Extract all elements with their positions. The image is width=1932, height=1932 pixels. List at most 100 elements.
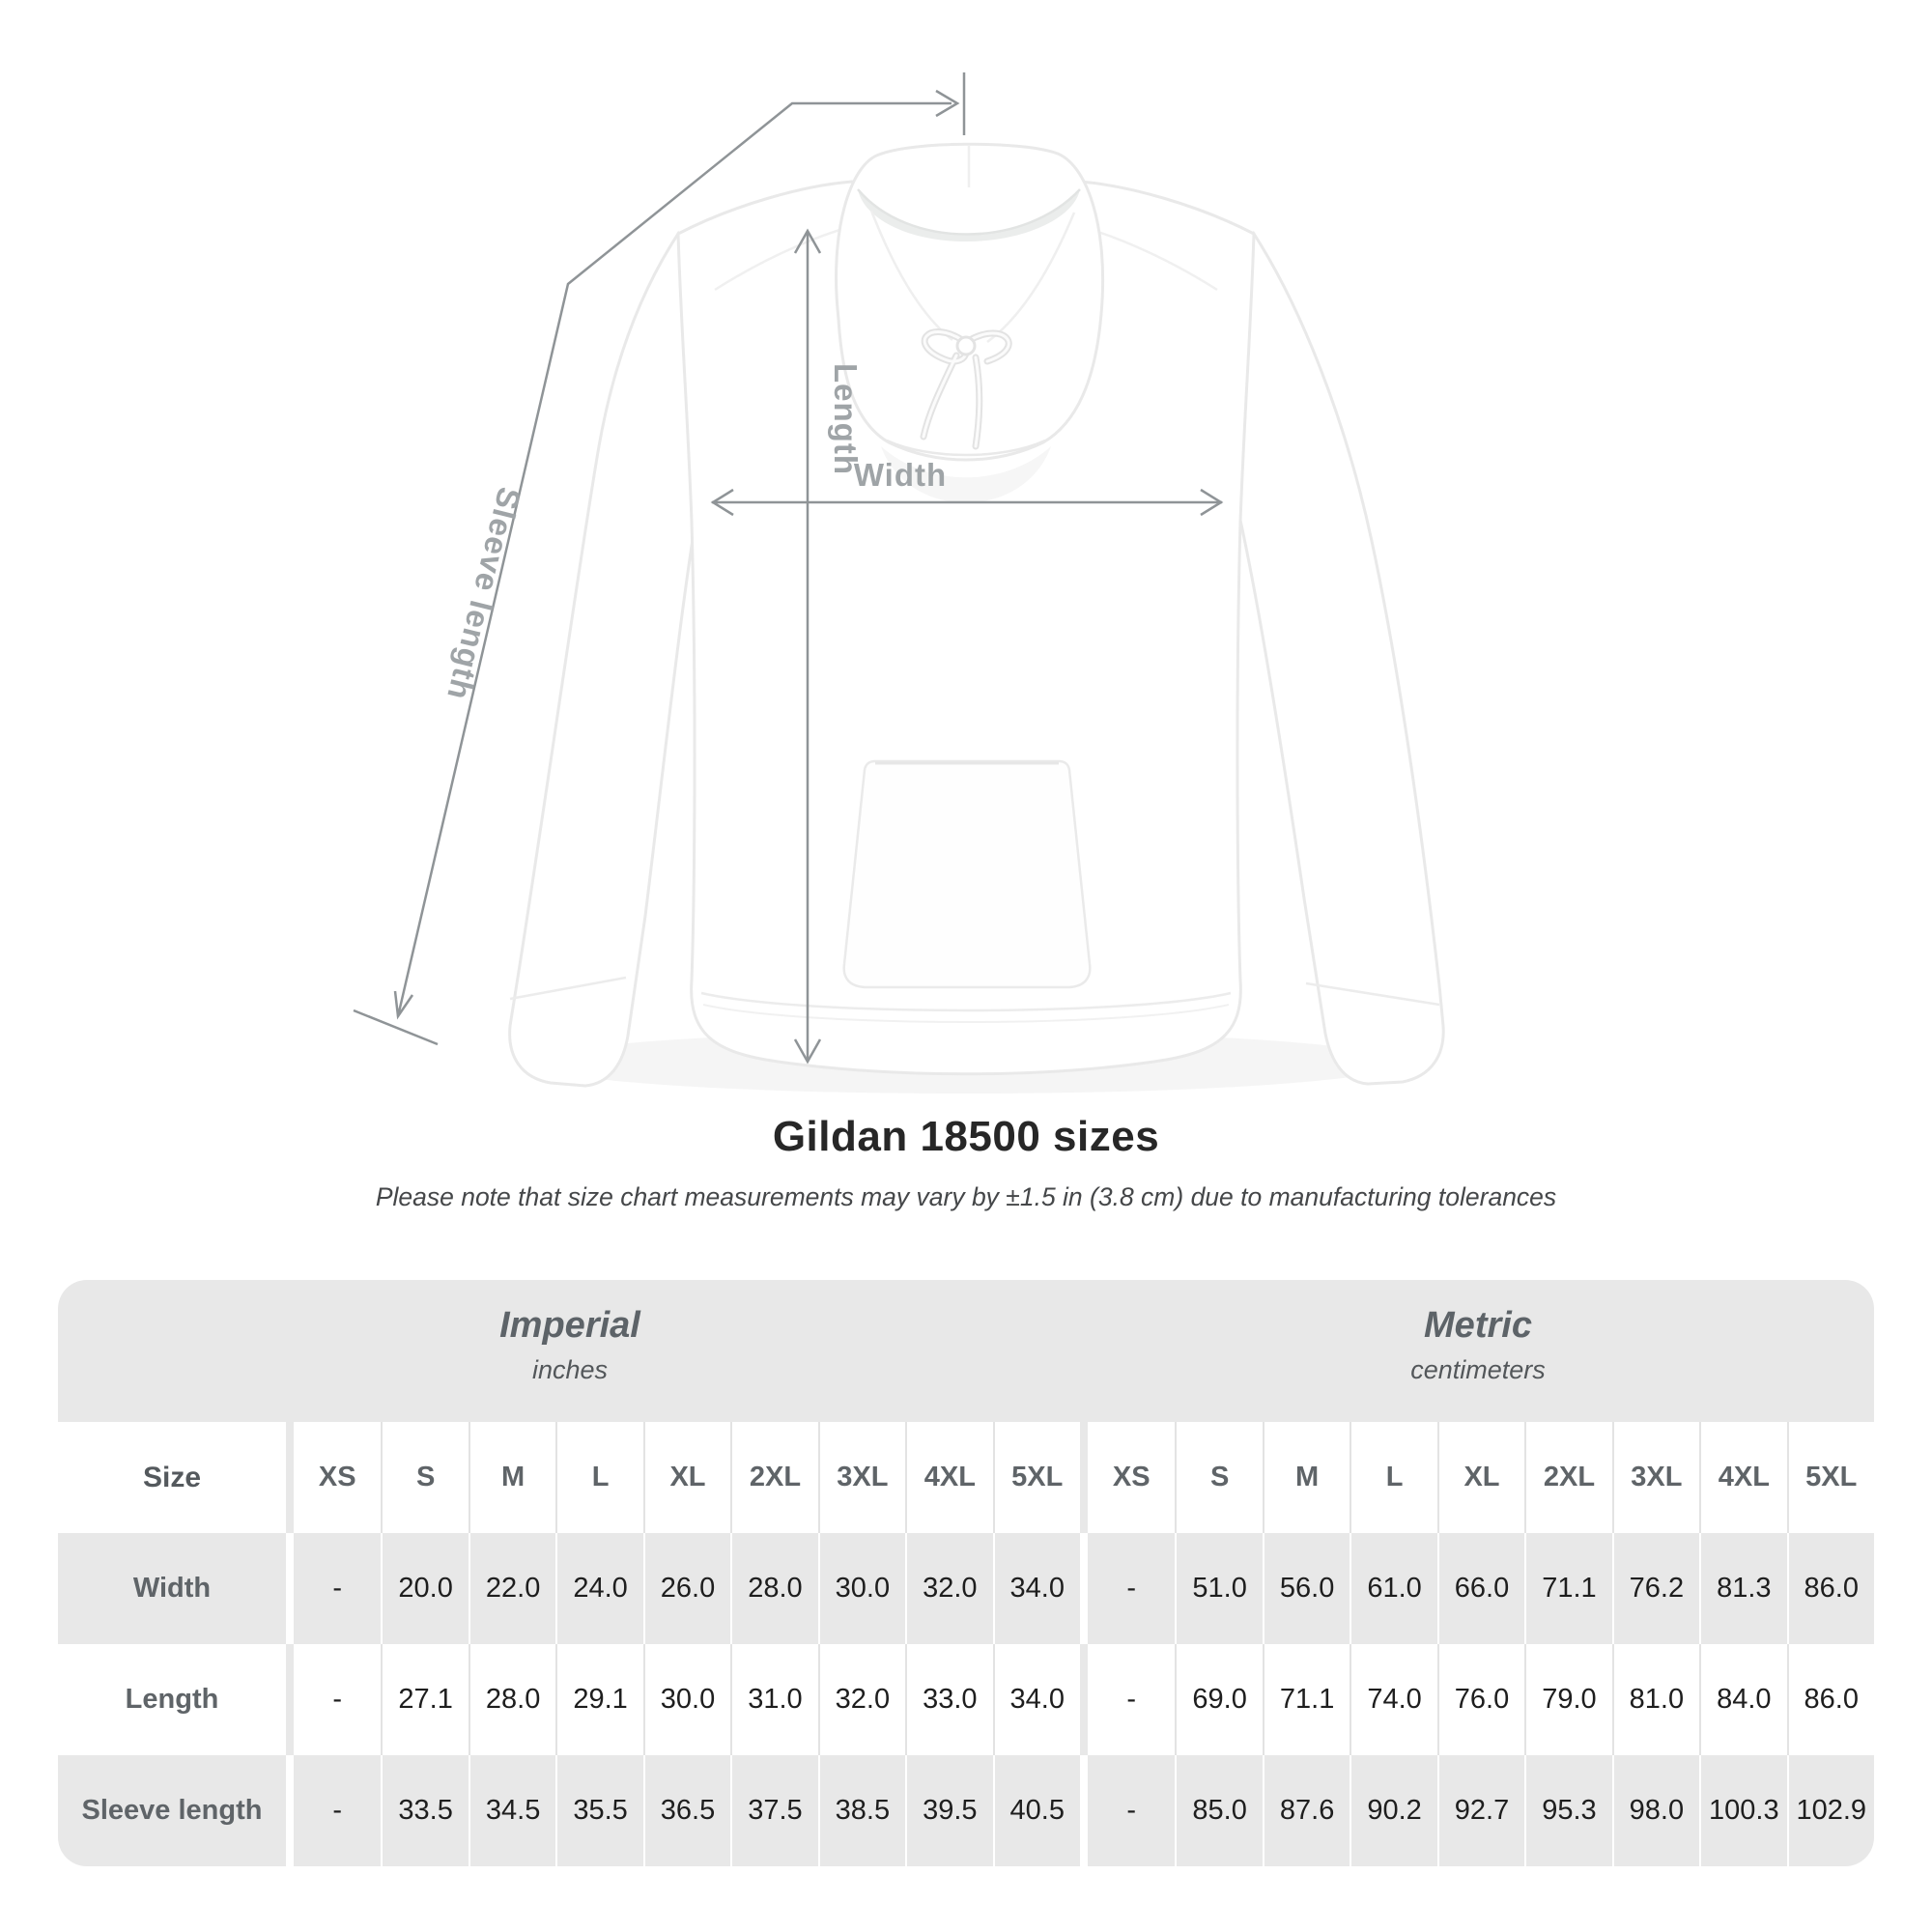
size-header-metric-m: M xyxy=(1262,1422,1350,1533)
section-divider xyxy=(1079,1533,1088,1644)
imperial-unit-label: inches xyxy=(531,1355,609,1384)
size-header-imperial-2xl: 2XL xyxy=(730,1422,818,1533)
cell-imperial-length-5xl: 34.0 xyxy=(992,1644,1080,1755)
cell-imperial-sleeve-length-3xl: 38.5 xyxy=(817,1755,906,1866)
size-header-metric-3xl: 3XL xyxy=(1611,1422,1700,1533)
cell-metric-length-xl: 76.0 xyxy=(1436,1644,1525,1755)
cell-imperial-sleeve-length-xs: - xyxy=(294,1755,382,1866)
dimension-annotations xyxy=(353,72,1224,1065)
cell-metric-length-5xl: 86.0 xyxy=(1786,1644,1874,1755)
cell-imperial-length-4xl: 33.0 xyxy=(905,1644,993,1755)
right-sleeve xyxy=(1213,230,1445,1086)
size-header-metric-s: S xyxy=(1175,1422,1263,1533)
drawstrings xyxy=(920,328,1012,450)
cell-metric-length-4xl: 84.0 xyxy=(1699,1644,1787,1755)
size-header-imperial-xl: XL xyxy=(642,1422,731,1533)
size-column-header: Size xyxy=(58,1422,286,1533)
table-header-band: Imperial inches Metric centimeters xyxy=(58,1280,1874,1422)
sleeve-length-arrow xyxy=(353,72,966,1046)
cell-metric-width-l: 61.0 xyxy=(1350,1533,1437,1644)
size-header-imperial-l: L xyxy=(555,1422,643,1533)
cell-imperial-width-4xl: 32.0 xyxy=(905,1533,993,1644)
cell-metric-width-s: 51.0 xyxy=(1175,1533,1263,1644)
metric-unit-label: centimeters xyxy=(1410,1355,1546,1384)
kangaroo-pocket xyxy=(842,759,1092,989)
cell-metric-sleeve-length-s: 85.0 xyxy=(1175,1755,1263,1866)
drawstring-knot xyxy=(955,335,977,356)
hood-opening-shade xyxy=(858,189,1080,242)
size-header-imperial-xs: XS xyxy=(294,1422,382,1533)
section-divider xyxy=(1079,1755,1088,1866)
cell-metric-width-2xl: 71.1 xyxy=(1524,1533,1612,1644)
right-cuff-seam xyxy=(1305,981,1440,1007)
cell-imperial-width-s: 20.0 xyxy=(381,1533,469,1644)
size-table: Imperial inches Metric centimeters Size X… xyxy=(58,1280,1874,1866)
metric-section-header: Metric centimeters xyxy=(1082,1280,1874,1422)
size-header-imperial-5xl: 5XL xyxy=(992,1422,1080,1533)
cell-imperial-sleeve-length-4xl: 39.5 xyxy=(905,1755,993,1866)
row-label-length: Length xyxy=(58,1644,286,1755)
cell-metric-sleeve-length-5xl: 102.9 xyxy=(1786,1755,1874,1866)
cell-metric-sleeve-length-xl: 92.7 xyxy=(1436,1755,1525,1866)
cell-imperial-sleeve-length-m: 34.5 xyxy=(468,1755,556,1866)
cell-metric-width-xs: - xyxy=(1087,1533,1176,1644)
left-cuff-seam xyxy=(509,976,627,1001)
tolerance-note: Please note that size chart measurements… xyxy=(375,1182,1557,1211)
cell-metric-length-l: 74.0 xyxy=(1350,1644,1437,1755)
sleeve-length-dimension-label: Sleeve length xyxy=(440,484,528,704)
cell-imperial-sleeve-length-l: 35.5 xyxy=(555,1755,643,1866)
hoodie-measurement-diagram: Length Width Sleeve length xyxy=(353,72,1445,1088)
cell-imperial-length-xs: - xyxy=(294,1644,382,1755)
hood xyxy=(835,142,1105,462)
size-header-metric-l: L xyxy=(1350,1422,1437,1533)
cell-imperial-width-3xl: 30.0 xyxy=(817,1533,906,1644)
column-divider xyxy=(286,1422,294,1533)
cell-imperial-width-l: 24.0 xyxy=(555,1533,643,1644)
column-divider xyxy=(286,1644,294,1755)
cell-metric-sleeve-length-xs: - xyxy=(1087,1755,1176,1866)
size-header-metric-2xl: 2XL xyxy=(1524,1422,1612,1533)
cell-imperial-width-2xl: 28.0 xyxy=(730,1533,818,1644)
cell-imperial-length-s: 27.1 xyxy=(381,1644,469,1755)
cell-metric-length-s: 69.0 xyxy=(1175,1644,1263,1755)
width-arrow xyxy=(710,488,1224,517)
cell-imperial-width-m: 22.0 xyxy=(468,1533,556,1644)
hood-opening-rim xyxy=(857,188,1081,236)
cell-metric-length-3xl: 81.0 xyxy=(1611,1644,1700,1755)
cell-imperial-length-m: 28.0 xyxy=(468,1644,556,1755)
cell-imperial-sleeve-length-s: 33.5 xyxy=(381,1755,469,1866)
imperial-section-header: Imperial inches xyxy=(58,1280,1082,1422)
cell-metric-length-2xl: 79.0 xyxy=(1524,1644,1612,1755)
row-label-sleeve-length: Sleeve length xyxy=(58,1755,286,1866)
cell-imperial-sleeve-length-5xl: 40.5 xyxy=(992,1755,1080,1866)
cell-metric-length-xs: - xyxy=(1087,1644,1176,1755)
size-header-metric-5xl: 5XL xyxy=(1786,1422,1874,1533)
size-header-metric-xl: XL xyxy=(1436,1422,1525,1533)
cell-metric-width-4xl: 81.3 xyxy=(1699,1533,1787,1644)
column-divider xyxy=(286,1755,294,1866)
page-title: Gildan 18500 sizes xyxy=(772,1113,1160,1160)
hem-seam-top xyxy=(700,991,1232,1012)
hoodie-body xyxy=(676,180,1256,1076)
section-divider xyxy=(1079,1644,1088,1755)
cell-imperial-width-5xl: 34.0 xyxy=(992,1533,1080,1644)
width-dimension-label: Width xyxy=(854,457,947,493)
cell-metric-sleeve-length-2xl: 95.3 xyxy=(1524,1755,1612,1866)
cell-metric-length-m: 71.1 xyxy=(1262,1644,1350,1755)
cell-imperial-sleeve-length-xl: 36.5 xyxy=(642,1755,731,1866)
cell-imperial-length-3xl: 32.0 xyxy=(817,1644,906,1755)
cell-metric-width-xl: 66.0 xyxy=(1436,1533,1525,1644)
size-header-imperial-3xl: 3XL xyxy=(817,1422,906,1533)
size-header-imperial-4xl: 4XL xyxy=(905,1422,993,1533)
cell-imperial-sleeve-length-2xl: 37.5 xyxy=(730,1755,818,1866)
imperial-label: Imperial xyxy=(499,1305,640,1346)
size-header-imperial-m: M xyxy=(468,1422,556,1533)
cell-imperial-length-2xl: 31.0 xyxy=(730,1644,818,1755)
size-header-metric-xs: XS xyxy=(1087,1422,1176,1533)
cell-metric-sleeve-length-m: 87.6 xyxy=(1262,1755,1350,1866)
length-dimension-label: Length xyxy=(828,363,864,475)
cell-metric-width-m: 56.0 xyxy=(1262,1533,1350,1644)
size-header-imperial-s: S xyxy=(381,1422,469,1533)
length-arrow xyxy=(793,228,822,1065)
chest-shading xyxy=(881,446,1051,503)
